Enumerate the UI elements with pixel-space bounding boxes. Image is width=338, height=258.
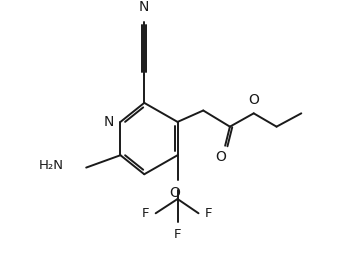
Text: O: O [169, 186, 180, 200]
Text: N: N [103, 115, 114, 129]
Text: F: F [142, 207, 149, 220]
Text: O: O [215, 150, 226, 164]
Text: O: O [248, 93, 259, 107]
Text: H₂N: H₂N [38, 159, 63, 172]
Text: F: F [205, 207, 213, 220]
Text: N: N [139, 0, 149, 14]
Text: F: F [174, 229, 181, 241]
